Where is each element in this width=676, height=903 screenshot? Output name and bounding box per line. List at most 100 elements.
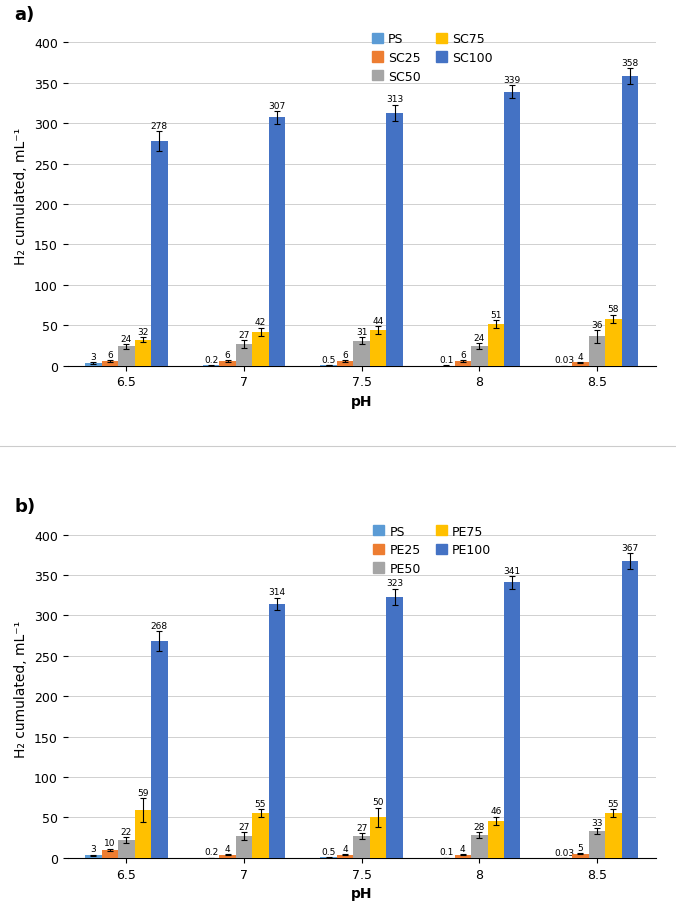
Bar [101, 850, 118, 858]
Bar [572, 854, 589, 858]
Text: 307: 307 [268, 102, 285, 111]
Text: 31: 31 [356, 328, 368, 337]
Text: 323: 323 [386, 579, 403, 588]
Text: 0.1: 0.1 [439, 848, 454, 857]
Text: 0.2: 0.2 [204, 356, 218, 365]
Bar [236, 344, 252, 367]
Text: 46: 46 [490, 806, 502, 815]
Bar [622, 562, 638, 858]
Text: 3: 3 [91, 844, 97, 853]
Bar [85, 364, 101, 367]
Text: 28: 28 [474, 822, 485, 831]
Text: 4: 4 [460, 844, 466, 853]
Text: 268: 268 [151, 621, 168, 630]
Bar [504, 582, 521, 858]
Bar [622, 77, 638, 367]
Bar [101, 361, 118, 367]
Bar [354, 836, 370, 858]
Y-axis label: H₂ cumulated, mL⁻¹: H₂ cumulated, mL⁻¹ [14, 619, 28, 757]
Text: 59: 59 [137, 788, 149, 796]
Bar [454, 361, 471, 367]
Bar [487, 325, 504, 367]
Legend: PS, SC25, SC50, SC75, SC100: PS, SC25, SC50, SC75, SC100 [372, 33, 493, 83]
Text: 22: 22 [121, 826, 132, 835]
Text: 6: 6 [342, 350, 348, 359]
Bar [370, 330, 387, 367]
Text: 55: 55 [608, 799, 619, 808]
Text: 0.03: 0.03 [554, 356, 574, 365]
Bar [252, 814, 269, 858]
Bar [370, 817, 387, 858]
Bar [572, 363, 589, 367]
Bar [219, 361, 236, 367]
Bar [269, 604, 285, 858]
Text: 6: 6 [107, 350, 113, 359]
Text: 6: 6 [460, 350, 466, 359]
Text: 24: 24 [121, 334, 132, 343]
Bar [454, 854, 471, 858]
Text: 36: 36 [591, 321, 603, 330]
Bar [151, 641, 168, 858]
Text: 42: 42 [255, 318, 266, 327]
Text: 33: 33 [591, 818, 603, 827]
Bar [589, 337, 605, 367]
Y-axis label: H₂ cumulated, mL⁻¹: H₂ cumulated, mL⁻¹ [14, 128, 28, 265]
Text: 32: 32 [137, 328, 149, 337]
Bar [252, 332, 269, 367]
Text: 0.5: 0.5 [322, 847, 336, 856]
Text: 367: 367 [621, 544, 638, 553]
Bar [504, 92, 521, 367]
Text: 3: 3 [91, 353, 97, 362]
Text: 358: 358 [621, 59, 638, 68]
Text: 27: 27 [239, 330, 249, 340]
Bar [471, 347, 487, 367]
Text: 278: 278 [151, 122, 168, 131]
Text: 4: 4 [224, 844, 231, 853]
Text: 10: 10 [104, 838, 116, 847]
Bar [337, 361, 354, 367]
Text: 0.03: 0.03 [554, 848, 574, 857]
Bar [118, 347, 135, 367]
Bar [387, 114, 403, 367]
Bar [589, 831, 605, 858]
Text: 58: 58 [608, 305, 619, 314]
Text: 44: 44 [372, 316, 384, 325]
Text: 5: 5 [577, 843, 583, 852]
Bar [85, 855, 101, 858]
Text: 0.1: 0.1 [439, 356, 454, 365]
Text: a): a) [15, 5, 35, 23]
Legend: PS, PE25, PE50, PE75, PE100: PS, PE25, PE50, PE75, PE100 [373, 525, 491, 575]
Bar [354, 341, 370, 367]
Bar [487, 821, 504, 858]
Bar [135, 340, 151, 367]
Bar [269, 118, 285, 367]
Text: 55: 55 [255, 799, 266, 808]
Bar [471, 835, 487, 858]
Text: 313: 313 [386, 95, 403, 104]
Text: 0.5: 0.5 [322, 356, 336, 365]
Bar [236, 836, 252, 858]
X-axis label: pH: pH [351, 886, 372, 900]
Text: 24: 24 [474, 333, 485, 342]
Bar [118, 840, 135, 858]
Text: 314: 314 [268, 588, 285, 597]
Bar [337, 854, 354, 858]
Bar [605, 320, 622, 367]
Text: 4: 4 [342, 844, 348, 853]
X-axis label: pH: pH [351, 395, 372, 408]
Text: 51: 51 [490, 311, 502, 320]
Text: 4: 4 [577, 352, 583, 361]
Text: 27: 27 [239, 822, 249, 831]
Bar [151, 142, 168, 367]
Bar [387, 597, 403, 858]
Text: 0.2: 0.2 [204, 847, 218, 856]
Text: 6: 6 [224, 350, 231, 359]
Text: 341: 341 [504, 566, 521, 575]
Text: b): b) [15, 498, 36, 516]
Text: 339: 339 [504, 76, 521, 85]
Text: 50: 50 [372, 797, 384, 806]
Bar [605, 814, 622, 858]
Text: 27: 27 [356, 823, 367, 832]
Bar [219, 854, 236, 858]
Bar [135, 810, 151, 858]
